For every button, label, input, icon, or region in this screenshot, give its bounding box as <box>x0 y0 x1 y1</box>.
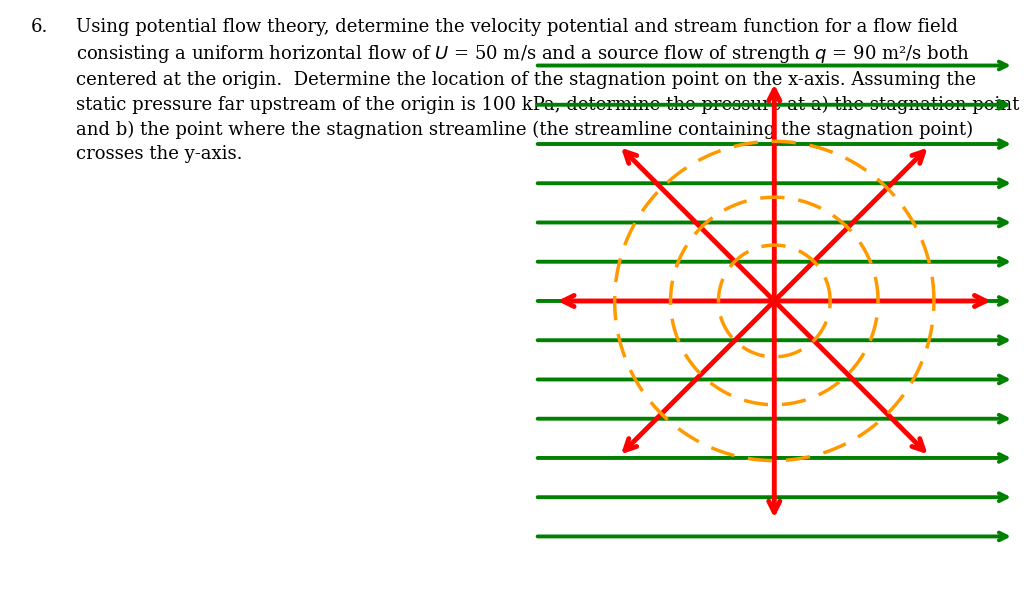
Text: Using potential flow theory, determine the velocity potential and stream functio: Using potential flow theory, determine t… <box>76 18 1020 163</box>
Text: 6.: 6. <box>31 18 48 36</box>
